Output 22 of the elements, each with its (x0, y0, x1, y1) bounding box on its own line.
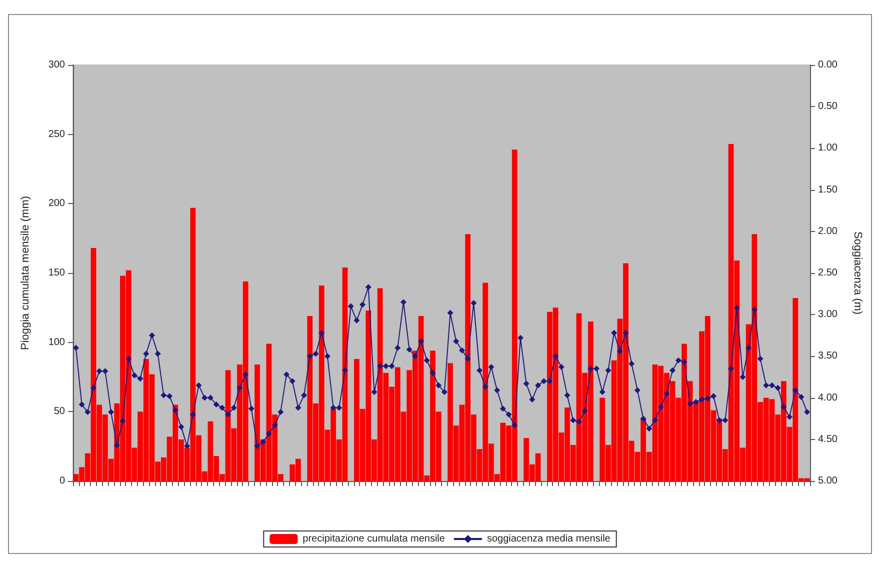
y2-tick-label: 4.50 (818, 434, 838, 445)
y2-tick-label: 2.50 (818, 268, 838, 278)
y-tick-label: 250 (48, 128, 66, 140)
y2-tick-label: 5.00 (818, 476, 838, 486)
y2-tick-label: 1.50 (818, 184, 838, 196)
y-tick-label: 300 (48, 60, 66, 70)
y2-tick-label: 2.00 (818, 226, 838, 237)
y2-tick-label: 3.50 (818, 350, 838, 362)
y2-tick-label: 0.50 (818, 101, 838, 112)
legend-label: precipitazione cumulata mensile (302, 534, 446, 544)
legend-label: soggiacenza media mensile (486, 534, 611, 544)
y2-tick-label: 3.00 (818, 309, 838, 320)
y2-tick-label: 4.00 (818, 392, 838, 404)
y-tick-label: 50 (54, 406, 66, 418)
y-tick-label: 150 (48, 268, 66, 278)
y-axis-title: Pioggia cumulata mensile (mm) (20, 196, 32, 350)
y-tick-label: 0 (59, 476, 66, 486)
y-tick-label: 100 (48, 336, 66, 348)
y2-tick-label: 1.00 (818, 142, 838, 154)
y2-tick-label: 0.00 (818, 60, 838, 70)
y2-axis-title: Soggiacenza (m) (852, 231, 864, 315)
y-tick-label: 200 (48, 198, 66, 210)
